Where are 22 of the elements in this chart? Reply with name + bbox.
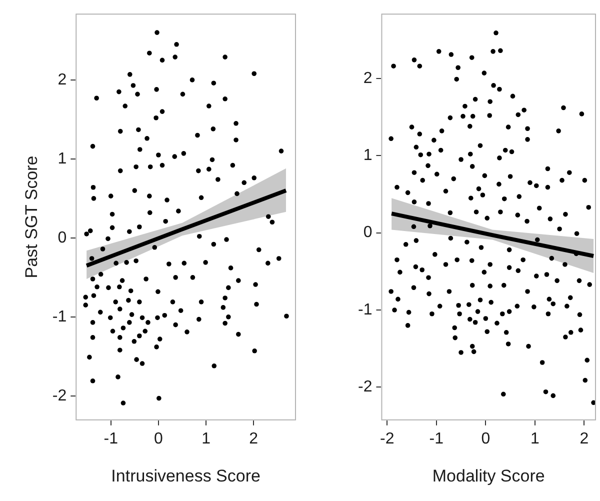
y-tick-label: -1 [52,308,67,326]
y-tick-label: 0 [58,229,67,246]
y-tick-label: -2 [358,378,372,396]
x-axis-title: Intrusiveness Score [111,466,260,486]
x-tick-label: -1 [104,430,118,448]
x-tick-label: 1 [530,430,540,448]
x-tick-label: 2 [249,430,258,448]
x-tick-label: 2 [580,430,589,448]
x-tick-label: 1 [202,430,211,448]
y-tick-label: -1 [358,301,372,318]
y-tick-label: 2 [58,71,67,88]
x-tick-label: 0 [481,430,490,448]
y-tick-label: 1 [58,150,67,168]
x-tick-label: -1 [429,430,444,448]
x-tick-label: 0 [154,430,163,448]
x-axis-title: Modality Score [432,466,545,486]
x-tick-label: -2 [380,430,394,448]
y-tick-label: -2 [52,387,67,404]
y-tick-label: 1 [363,147,372,164]
y-tick-label: 2 [363,70,372,87]
y-tick-label: 0 [363,224,372,242]
y-axis-title: Past SGT Score [22,156,41,278]
